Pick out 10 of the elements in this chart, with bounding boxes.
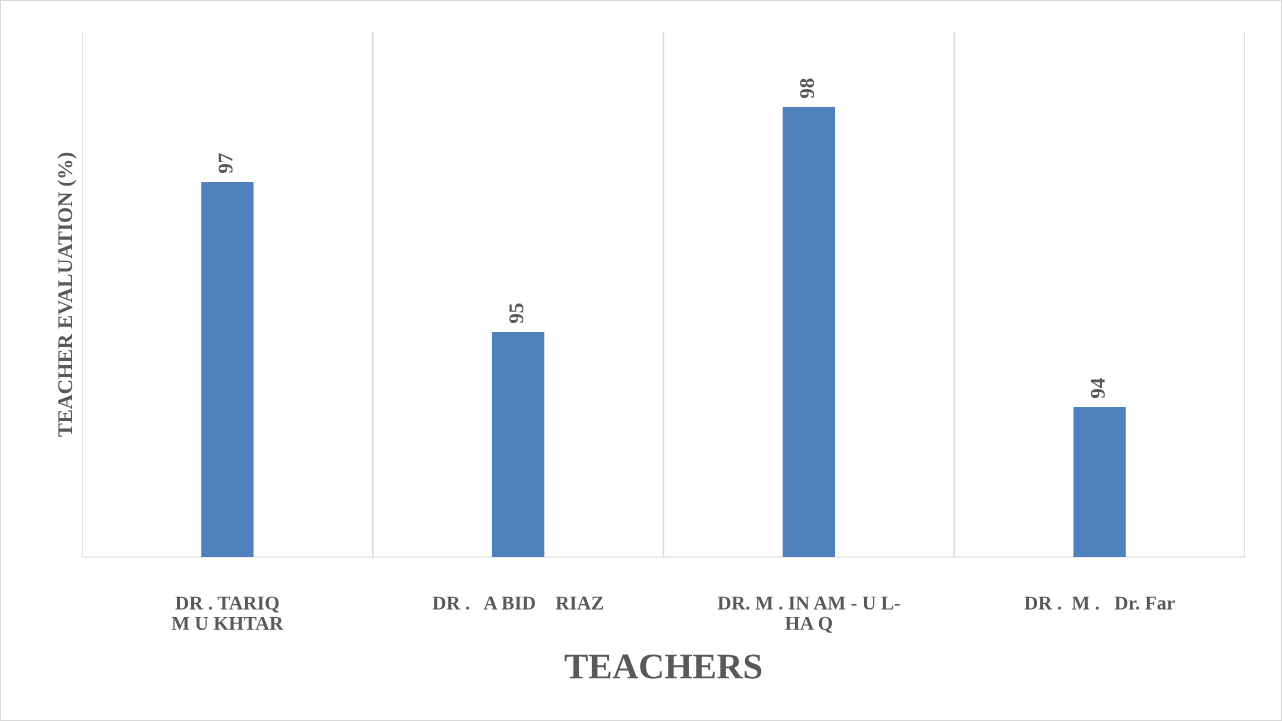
data-label: 94 — [1090, 378, 1105, 399]
x-tick-label: DR . TARIQ M U KHTAR — [171, 596, 284, 630]
data-label: 95 — [509, 303, 524, 324]
y-axis-title: TEACHER EVALUATION (%) — [57, 152, 77, 437]
data-label: 97 — [218, 153, 233, 174]
data-label: 98 — [800, 78, 815, 99]
x-tick-label: DR. M . IN AM - U L- HA Q — [717, 596, 900, 633]
x-tick-label: DR . A BID RIAZ — [432, 596, 604, 610]
x-tick-label: DR . M . Dr. Far — [1024, 596, 1175, 610]
x-axis-title: TEACHERS — [564, 654, 762, 679]
